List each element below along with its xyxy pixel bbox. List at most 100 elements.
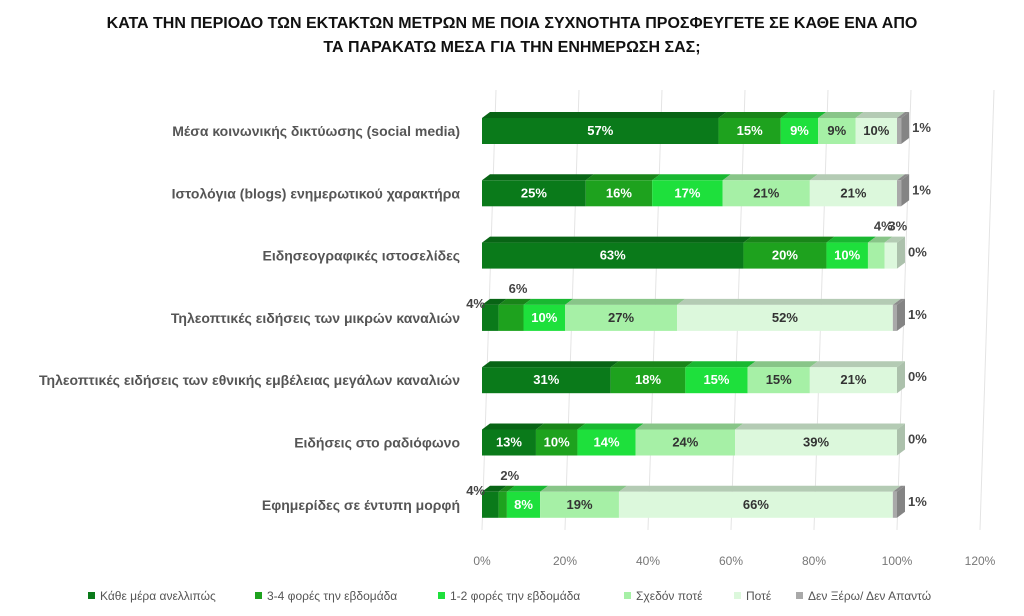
bar-value-label: 63% bbox=[600, 248, 626, 263]
bar-value-label: 1% bbox=[912, 182, 931, 197]
legend-item: Δεν Ξέρω/ Δεν Απαντώ bbox=[796, 589, 931, 603]
bar-segment-top bbox=[809, 174, 905, 181]
bar-segment bbox=[498, 304, 524, 331]
bar-segment bbox=[722, 180, 810, 207]
bar-row: 13% 10% 14% 24% 39% 0% bbox=[482, 423, 927, 456]
x-tick-label: 80% bbox=[802, 554, 826, 568]
legend-item: Ποτέ bbox=[734, 589, 772, 603]
bar-segment-top bbox=[482, 236, 752, 243]
x-tick-label: 0% bbox=[473, 554, 491, 568]
bar-segment-top bbox=[523, 298, 573, 305]
bar-segment bbox=[482, 367, 611, 394]
bar-segment-top bbox=[818, 112, 864, 118]
bar-segment-top bbox=[577, 423, 644, 430]
bar-value-label: 20% bbox=[772, 248, 798, 263]
bar-segment bbox=[482, 429, 536, 456]
bar-value-label: 21% bbox=[840, 185, 866, 200]
legend-swatch bbox=[88, 592, 95, 599]
bar-value-label: 4% bbox=[874, 219, 893, 234]
legend-label: Ποτέ bbox=[746, 589, 772, 603]
bar-segment bbox=[498, 491, 507, 518]
bar-value-label: 17% bbox=[674, 185, 700, 200]
legend-item: 3-4 φορές την εβδομάδα bbox=[255, 589, 397, 603]
bar-row: 57% 15% 9% 9% 10% 1% bbox=[482, 112, 931, 144]
legend-label: Σχεδόν ποτέ bbox=[636, 589, 703, 603]
bar-segment-top bbox=[506, 485, 549, 492]
bar-segment-top bbox=[884, 236, 905, 243]
bar-segment bbox=[482, 118, 719, 144]
bar-segment-top bbox=[610, 361, 694, 368]
bar-segment-top bbox=[747, 361, 818, 368]
bar-segment-top bbox=[618, 485, 901, 492]
bar-segment bbox=[540, 491, 619, 518]
bar-segment-side bbox=[897, 236, 905, 269]
bar-segment-side bbox=[897, 361, 905, 394]
bar-segment-top bbox=[826, 236, 876, 243]
bar-row: 4% 6%10% 27% 52% 1% bbox=[466, 281, 927, 331]
bar-segment bbox=[747, 367, 810, 394]
legend-swatch bbox=[255, 592, 262, 599]
bar-segment-top bbox=[482, 112, 727, 118]
bar-value-label: 0% bbox=[908, 432, 927, 447]
bar-segment-top bbox=[718, 112, 789, 118]
bar-segment bbox=[652, 180, 723, 207]
legend-label: Κάθε μέρα ανελλιπώς bbox=[100, 589, 216, 603]
legend-label: 3-4 φορές την εβδομάδα bbox=[267, 589, 397, 603]
category-label: Τηλεοπτικές ειδήσεις των μικρών καναλιών bbox=[171, 310, 460, 326]
bar-value-label: 13% bbox=[496, 435, 522, 450]
bar-segment-top bbox=[722, 174, 818, 181]
bar-segment bbox=[506, 491, 541, 518]
bar-segment bbox=[718, 118, 781, 144]
bar-value-label: 25% bbox=[521, 185, 547, 200]
bar-segment bbox=[855, 118, 897, 144]
bar-value-label: 21% bbox=[753, 185, 779, 200]
bar-segment-top bbox=[685, 361, 756, 368]
bar-value-label: 27% bbox=[608, 310, 634, 325]
bar-row: 25% 16% 17% 21% 21% 1% bbox=[482, 174, 931, 207]
bar-value-label: 0% bbox=[908, 245, 927, 260]
bar-segment-side bbox=[897, 485, 905, 518]
bar-segment-side bbox=[901, 174, 910, 207]
legend-label: Δεν Ξέρω/ Δεν Απαντώ bbox=[808, 589, 931, 603]
bar-value-label: 24% bbox=[672, 435, 698, 450]
bar-segment bbox=[677, 304, 893, 331]
bar-segment-side bbox=[897, 298, 905, 331]
bar-segment bbox=[482, 242, 744, 269]
bar-value-label: 0% bbox=[908, 369, 927, 384]
bar-segment bbox=[482, 304, 499, 331]
bar-segment-top bbox=[565, 298, 686, 305]
category-label: Ιστολόγια (blogs) ενημερωτικού χαρακτήρα bbox=[172, 185, 461, 201]
bar-value-label: 10% bbox=[544, 435, 570, 450]
legend-item: Κάθε μέρα ανελλιπώς bbox=[88, 589, 216, 603]
bar-segment-side bbox=[897, 423, 905, 456]
bar-segment-top bbox=[743, 236, 835, 243]
x-tick-label: 100% bbox=[882, 554, 913, 568]
bar-segment-top bbox=[892, 298, 905, 305]
legend-swatch bbox=[796, 592, 803, 599]
bar-segment bbox=[577, 429, 636, 456]
bar-segment-side bbox=[901, 112, 910, 144]
bar-segment bbox=[482, 180, 586, 207]
bar-value-label: 10% bbox=[863, 123, 889, 138]
bar-segment-top bbox=[482, 423, 544, 430]
bar-segment-top bbox=[892, 485, 905, 492]
bar-segment bbox=[585, 180, 653, 207]
bar-segment-top bbox=[482, 174, 594, 181]
bar-segment-top bbox=[855, 112, 905, 118]
bar-segment bbox=[565, 304, 678, 331]
bar-segment bbox=[809, 180, 897, 207]
category-label: Εφημερίδες σε έντυπη μορφή bbox=[262, 497, 460, 513]
bar-value-label: 15% bbox=[737, 123, 763, 138]
legend-swatch bbox=[734, 592, 741, 599]
bar-segment bbox=[635, 429, 736, 456]
bar-segment bbox=[780, 118, 819, 144]
bar-segment bbox=[897, 180, 902, 207]
bar-value-label: 10% bbox=[834, 248, 860, 263]
bar-segment-top bbox=[535, 423, 586, 430]
x-tick-label: 40% bbox=[636, 554, 660, 568]
x-tick-label: 20% bbox=[553, 554, 577, 568]
bar-segment bbox=[535, 429, 578, 456]
bar-value-label: 39% bbox=[803, 435, 829, 450]
bar-row: 63% 20% 10% 4%3%0% bbox=[482, 219, 927, 269]
